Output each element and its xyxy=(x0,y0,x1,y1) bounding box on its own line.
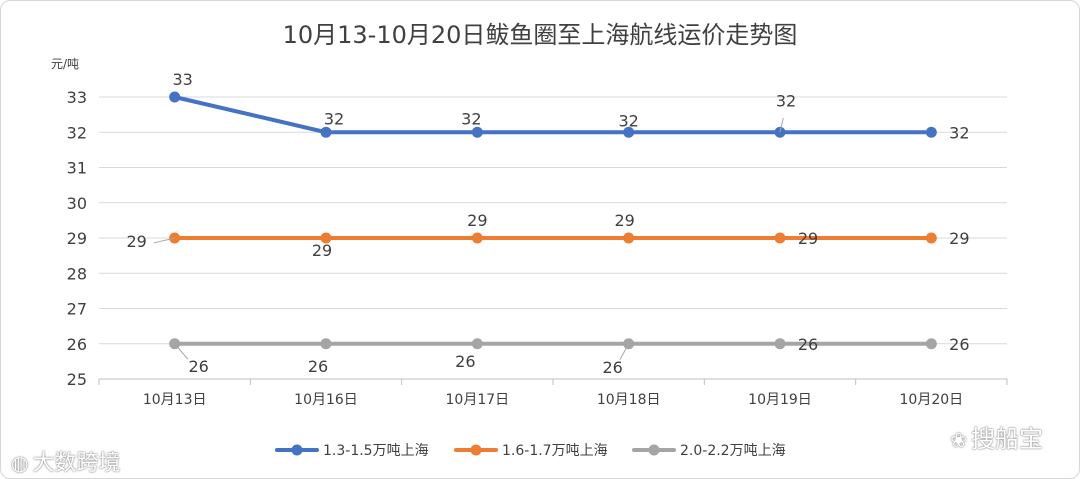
y-tick-label: 25 xyxy=(67,370,87,389)
data-labels: 33 32 32 32 32 32 29 29 29 29 29 29 26 26 26 26 26 26 xyxy=(126,70,969,377)
wechat-icon: ❀ xyxy=(950,428,967,452)
x-tick-label: 10月20日 xyxy=(900,392,964,408)
watermark-left-text: 大数跨境 xyxy=(32,451,121,476)
leader-line xyxy=(619,343,630,360)
data-point xyxy=(471,338,483,350)
watermark-right-text: 搜船宝 xyxy=(971,425,1043,453)
data-point xyxy=(320,338,332,350)
data-label: 29 xyxy=(467,211,487,230)
x-tick-label: 10月16日 xyxy=(294,392,358,408)
data-point xyxy=(320,126,332,138)
data-label: 26 xyxy=(602,358,622,377)
data-label: 26 xyxy=(949,335,969,354)
y-tick-label: 28 xyxy=(67,264,87,283)
data-label: 26 xyxy=(455,352,475,371)
data-label: 26 xyxy=(308,357,328,376)
y-tick-label: 30 xyxy=(67,194,87,213)
series-lines xyxy=(169,91,937,350)
weibo-icon: ◍ xyxy=(11,451,29,475)
series-line xyxy=(172,95,934,135)
data-label: 29 xyxy=(798,229,818,248)
y-tick-label: 26 xyxy=(67,335,87,354)
data-point xyxy=(320,232,332,244)
leader-line xyxy=(779,117,784,133)
data-point xyxy=(471,126,483,138)
data-point xyxy=(925,126,937,138)
chart-title: 10月13-10月20日鲅鱼圈至上海航线运价走势图 xyxy=(283,21,798,49)
watermark-right: ❀ 搜船宝 xyxy=(950,419,1043,454)
y-tick-label: 32 xyxy=(67,123,87,142)
tick-labels: 25 26 27 28 29 30 31 32 33 10月13日 10月16日 10月17日 10月1… xyxy=(67,88,964,408)
legend-swatch-marker xyxy=(470,444,482,456)
y-tick-label: 29 xyxy=(67,229,87,248)
data-label: 32 xyxy=(324,109,344,128)
legend: 1.3-1.5万吨上海 1.6-1.7万吨上海 2.0-2.2万吨上海 xyxy=(275,443,786,459)
data-label: 32 xyxy=(618,111,638,130)
legend-entry: 2.0-2.2万吨上海 xyxy=(680,443,786,459)
legend-entry: 1.6-1.7万吨上海 xyxy=(502,443,608,459)
watermark-left: ◍ 大数跨境 xyxy=(11,445,120,477)
legend-swatch-marker xyxy=(291,444,303,456)
x-tick-label: 10月17日 xyxy=(446,392,510,408)
y-tick-label: 31 xyxy=(67,159,87,178)
data-label: 29 xyxy=(126,232,146,251)
y-tick-label: 27 xyxy=(67,300,87,319)
data-point xyxy=(169,91,181,103)
data-point xyxy=(774,338,786,350)
data-label: 29 xyxy=(614,211,634,230)
y-tick-label: 33 xyxy=(67,88,87,107)
data-point xyxy=(925,232,937,244)
data-label: 32 xyxy=(776,91,796,110)
data-label: 33 xyxy=(172,70,192,89)
data-point xyxy=(471,232,483,244)
leader-line xyxy=(153,237,175,244)
data-label: 32 xyxy=(461,109,481,128)
data-label: 26 xyxy=(188,357,208,376)
legend-swatch-marker xyxy=(648,444,660,456)
data-label: 29 xyxy=(312,241,332,260)
data-label: 29 xyxy=(949,229,969,248)
x-tick-label: 10月19日 xyxy=(748,392,812,408)
data-point xyxy=(623,126,635,138)
data-label: 26 xyxy=(798,335,818,354)
data-point xyxy=(925,338,937,350)
y-axis-unit-label: 元/吨 xyxy=(51,57,79,71)
x-tick-label: 10月13日 xyxy=(143,392,207,408)
data-label: 32 xyxy=(949,123,969,142)
data-point xyxy=(774,232,786,244)
x-tick-label: 10月18日 xyxy=(597,392,661,408)
data-point xyxy=(623,232,635,244)
legend-entry: 1.3-1.5万吨上海 xyxy=(323,443,429,459)
leader-line xyxy=(174,343,189,360)
